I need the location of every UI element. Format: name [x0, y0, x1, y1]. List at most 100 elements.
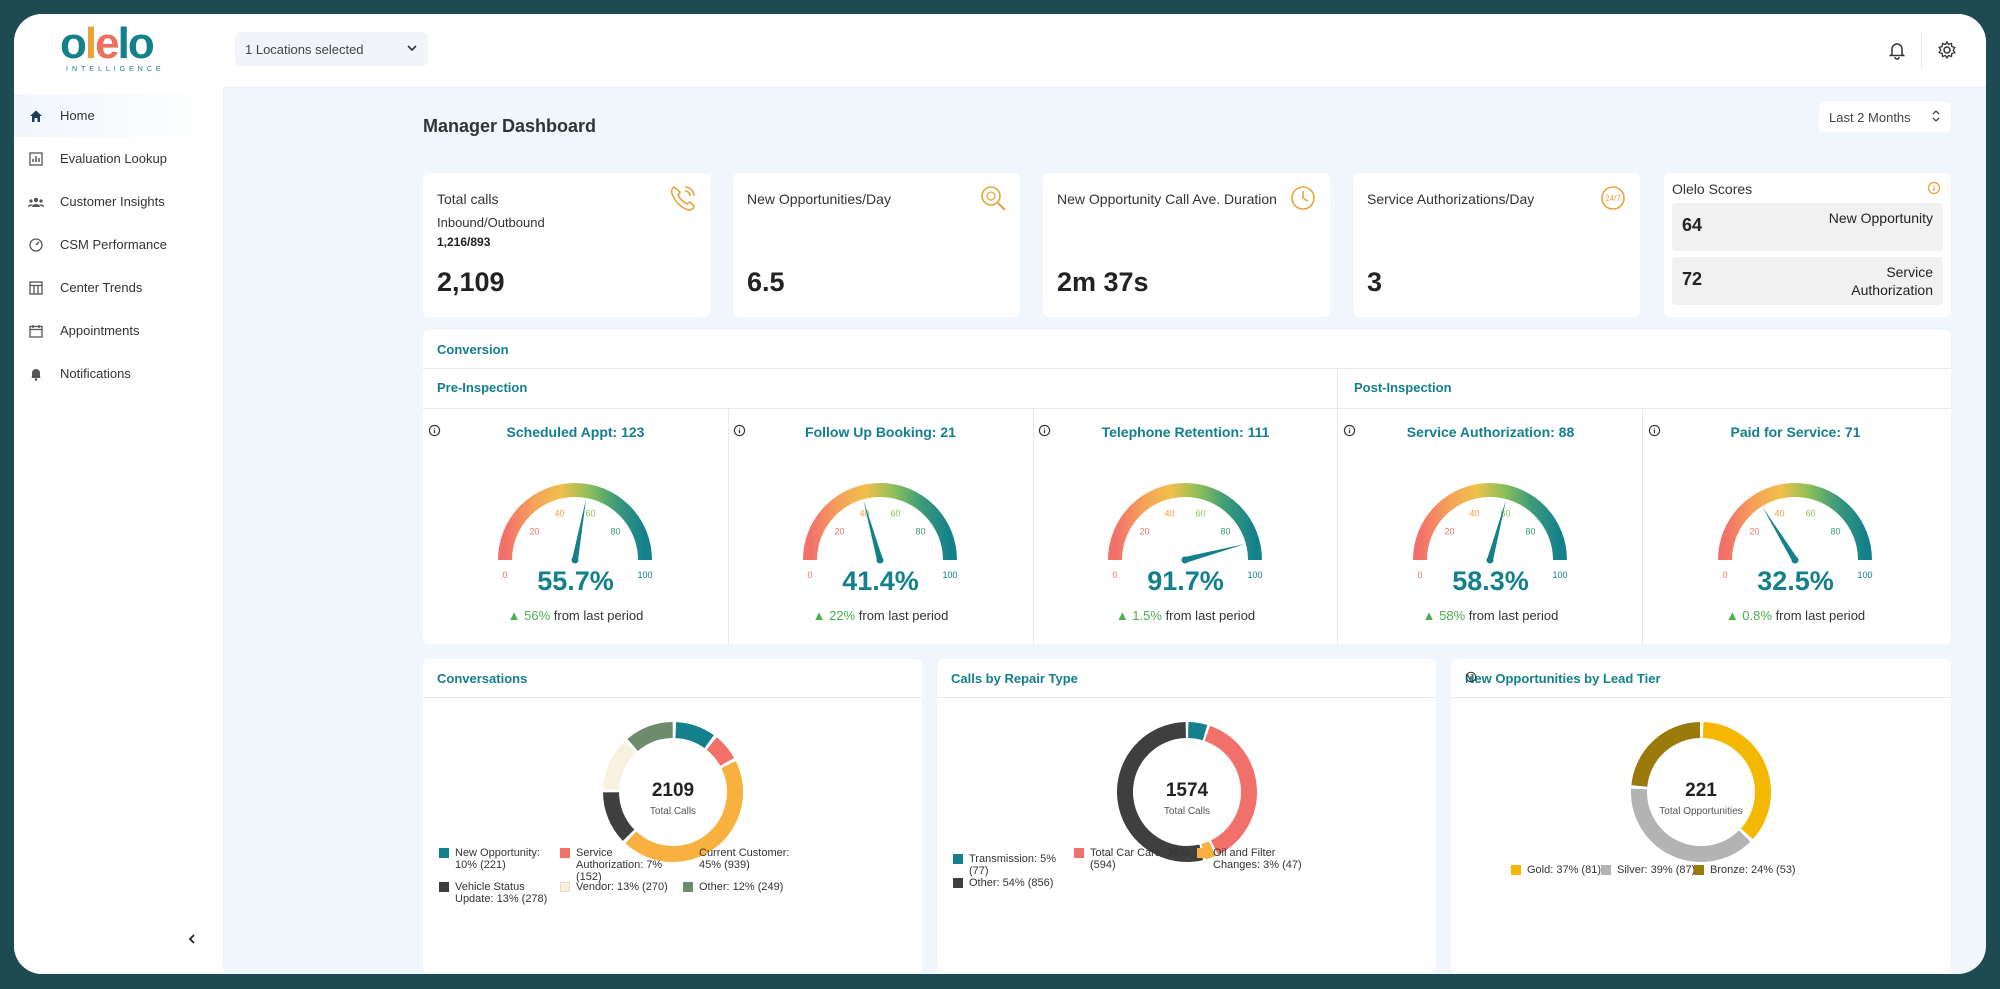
gauge-tick-label: 0 [1417, 570, 1422, 580]
gauge-tick-label: 20 [835, 527, 845, 537]
gear-icon[interactable] [1933, 36, 1961, 64]
legend-item: Other: 12% (249) [683, 881, 803, 893]
gauge-title-text: Service Authorization: 88 [1406, 424, 1575, 440]
donut-chart: 2109 Total Calls [603, 722, 743, 862]
gauge-title: Service Authorization: 88 [1338, 424, 1643, 440]
olelo-logo[interactable]: olelo INTELLIGENCE [60, 19, 165, 74]
legend-item: Service Authorization: 7% (152) [560, 847, 680, 883]
legend-label: New Opportunity: 10% (221) [455, 847, 540, 871]
gauge-needle [572, 498, 587, 561]
legend-swatch [1601, 865, 1611, 875]
stat-value: 2,109 [437, 267, 505, 297]
sidebar-item-appointments[interactable]: Appointments [14, 309, 223, 352]
gauge-needle [1487, 500, 1506, 561]
service-authorizations-card: Service Authorizations/Day 3 24/7 [1353, 173, 1640, 317]
stat-label: New Opportunities/Day [747, 191, 891, 207]
gauge-tick-label: 20 [1445, 527, 1455, 537]
sidebar-item-evaluation-lookup[interactable]: Evaluation Lookup [14, 137, 223, 180]
donut-slice [603, 741, 637, 790]
gauge-tick-label: 60 [890, 508, 900, 518]
gauge-arc [1108, 483, 1262, 561]
gauge-change: ▲ 56% from last period [423, 608, 728, 623]
legend-item: Gold: 37% (81) [1511, 864, 1631, 876]
gauge-tick-label: 40 [1470, 508, 1480, 518]
info-icon[interactable] [733, 424, 746, 437]
bell-icon[interactable] [1883, 36, 1911, 64]
info-icon[interactable] [1038, 424, 1051, 437]
info-icon[interactable] [1648, 424, 1661, 437]
legend-swatch [1511, 865, 1521, 875]
sidebar-item-csm-performance[interactable]: CSM Performance [14, 223, 223, 266]
phone-icon [668, 183, 698, 213]
sidebar-item-notifications[interactable]: Notifications [14, 352, 223, 395]
gauge-tick-label: 100 [1552, 570, 1567, 580]
sort-arrows-icon [1931, 109, 1941, 126]
info-icon[interactable] [1927, 181, 1941, 200]
date-range-select[interactable]: Last 2 Months [1819, 102, 1951, 132]
gauge-title-text: Paid for Service: 71 [1730, 424, 1861, 440]
gauge-tick-label: 80 [1220, 527, 1230, 537]
scores-title: Olelo Scores [1672, 181, 1753, 197]
legend-swatch [439, 848, 449, 858]
gauge-dial: 0 20 40 60 80 100 [1718, 483, 1873, 580]
gauge-tick-label: 100 [1857, 570, 1872, 580]
card-title: Conversations [437, 671, 528, 686]
legend-label: Other: 54% (856) [969, 877, 1054, 889]
support-24-7-icon: 24/7 [1598, 183, 1628, 213]
gauge-tick-label: 80 [1830, 527, 1840, 537]
conversion-panel: Conversion Pre-Inspection Post-Inspectio… [423, 330, 1951, 644]
change-value: ▲ 56% [507, 608, 551, 623]
legend-item: Current Customer: 45% (939) [683, 847, 803, 871]
legend-label: Vendor: 13% (270) [576, 881, 668, 893]
gauge-dial: 0 20 40 60 80 100 [1108, 483, 1263, 580]
sidebar-item-home[interactable]: Home [14, 94, 223, 137]
gauge-1: Scheduled Appt: 123 0 20 40 60 80 100 55.7% ▲ 56… [423, 410, 728, 644]
gauge-needle-hub [876, 556, 884, 564]
stat-label: Total calls [437, 191, 499, 207]
legend-swatch [1197, 848, 1207, 858]
legend-swatch [683, 882, 693, 892]
olelo-scores-card: Olelo Scores 64 New Opportunity 72 Servi… [1664, 173, 1951, 317]
sidebar-item-customer-insights[interactable]: Customer Insights [14, 180, 223, 223]
page-title: Manager Dashboard [423, 116, 597, 136]
location-selector[interactable]: 1 Locations selected [235, 32, 428, 66]
gauge-needle-hub [1486, 556, 1494, 564]
gauge-title: Telephone Retention: 111 [1033, 424, 1338, 440]
collapse-sidebar-chevron-icon[interactable] [186, 932, 198, 950]
legend-swatch [560, 848, 570, 858]
gauge-tick-label: 20 [1140, 527, 1150, 537]
gauge-tick-label: 0 [807, 570, 812, 580]
donut-slice [1702, 722, 1771, 840]
gauge-needle [1184, 544, 1245, 563]
gauge-2: Follow Up Booking: 21 0 20 40 60 80 100 41.4% ▲ … [728, 410, 1033, 644]
legend-item: Oil and Filter Changes: 3% (47) [1197, 847, 1317, 871]
legend-swatch [953, 854, 963, 864]
donut-slice [627, 722, 674, 752]
change-caption: from last period [553, 608, 644, 623]
sidebar-item-label: Notifications [60, 366, 131, 381]
score-label: Service Authorization [1851, 264, 1933, 298]
change-value: ▲ 1.5% [1115, 608, 1162, 623]
donut-center-value: 221 [1685, 780, 1717, 801]
lead-tier-card: New Opportunities by Lead Tier 221 Total … [1451, 659, 1951, 974]
change-value: ▲ 0.8% [1725, 608, 1772, 623]
date-range-label: Last 2 Months [1829, 109, 1911, 125]
gauge-tick-label: 100 [942, 570, 957, 580]
gauge-title: Scheduled Appt: 123 [423, 424, 728, 440]
donut-center-value: 2109 [652, 780, 694, 801]
legend-item: Vendor: 13% (270) [560, 881, 680, 893]
gauge-arc [498, 483, 652, 561]
table-icon [26, 280, 46, 296]
total-calls-card: Total calls Inbound/Outbound 1,216/893 2… [423, 173, 710, 317]
info-icon[interactable] [428, 424, 441, 437]
gauge-dial: 0 20 40 60 80 100 [803, 483, 958, 580]
legend-label: Bronze: 24% (53) [1710, 864, 1796, 876]
sidebar-item-center-trends[interactable]: Center Trends [14, 266, 223, 309]
post-inspection-label: Post-Inspection [1354, 380, 1452, 395]
gauge-percentage: 58.3% [1452, 566, 1529, 596]
svg-text:24/7: 24/7 [1605, 194, 1621, 203]
info-icon[interactable] [1343, 424, 1356, 437]
conversion-title: Conversion [437, 342, 509, 357]
legend-item: Transmission: 5% (77) [953, 853, 1073, 877]
sidebar-item-label: Customer Insights [60, 194, 165, 209]
